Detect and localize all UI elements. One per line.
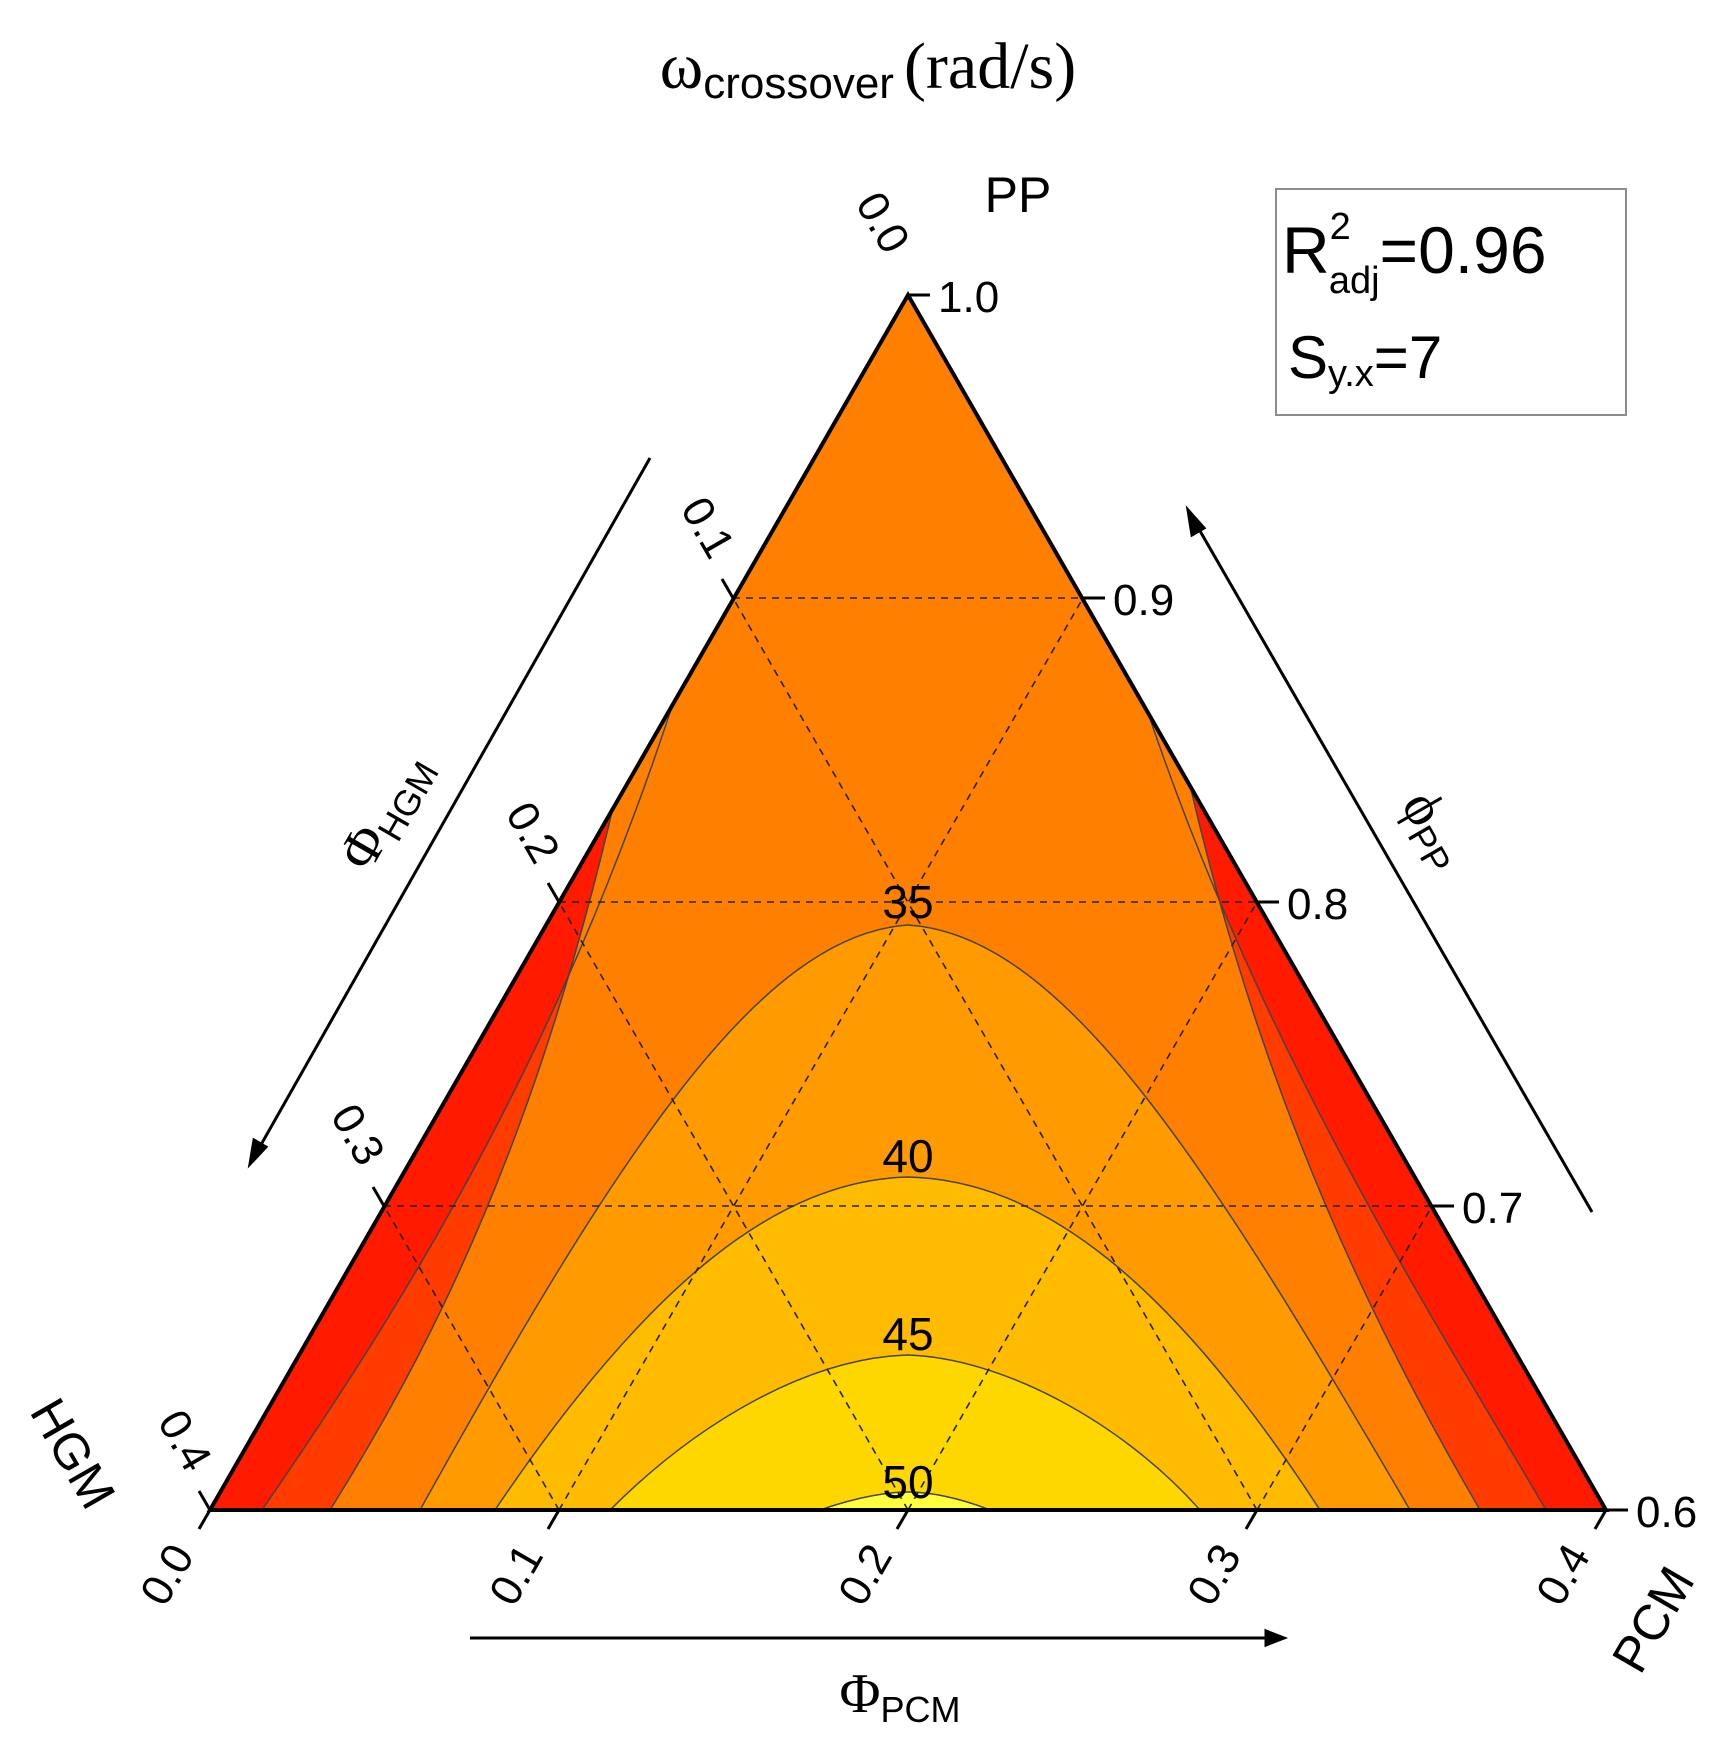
pp-tick-label-0.9: 0.9 [1113, 576, 1174, 625]
pp-tick-label-1.0: 1.0 [938, 273, 999, 322]
pcm-axis [197, 1509, 1608, 1530]
band-yellow [610, 1355, 1200, 1510]
hgm-axis [197, 578, 735, 1511]
pp-axis-label: ϕPP [1385, 780, 1482, 881]
pcm-tick-label-0.3: 0.3 [1178, 1536, 1251, 1613]
stats-box-frame [1275, 188, 1627, 416]
contour-line-35 [419, 924, 1411, 1510]
hgm-axis-label: ΦHGM [326, 741, 446, 883]
hgm-tick-0.4 [197, 1490, 212, 1511]
hgm-arrowhead [247, 1137, 269, 1169]
grid-pcm-0.3 [1256, 1205, 1433, 1511]
contour-label-35: 35 [882, 876, 933, 928]
vertex-label-pcm: PCM [1601, 1557, 1705, 1681]
pcm-tick-label-0.0: 0.0 [131, 1536, 204, 1613]
pcm-tick-0.1 [546, 1509, 561, 1530]
vertex-label-pp: PP [985, 167, 1052, 223]
pcm-tick-labels: 0.0 0.1 0.2 0.3 0.4 [131, 1536, 1600, 1613]
pp-arrowhead [1185, 505, 1207, 538]
pp-axis [908, 293, 1628, 1512]
hgm-tick-0.3 [371, 1186, 386, 1207]
hgm-tick-0.1 [720, 578, 735, 599]
pcm-tick-label-0.4: 0.4 [1527, 1536, 1600, 1613]
pcm-tick-0.2 [895, 1509, 910, 1530]
pp-tick-label-0.7: 0.7 [1462, 1184, 1523, 1233]
pcm-tick-label-0.1: 0.1 [480, 1536, 553, 1613]
pcm-arrowhead [1264, 1628, 1289, 1648]
vertex-label-hgm: HGM [19, 1389, 126, 1518]
grid-hgm-0.1 [732, 597, 1258, 1511]
pcm-axis-label: ΦPCM [840, 1663, 961, 1730]
contour-line-50 [819, 1491, 991, 1510]
hgm-tick-label-0.0: 0.0 [846, 184, 919, 261]
band-light-yellow [820, 1492, 990, 1510]
pcm-tick-0.4 [1593, 1509, 1608, 1530]
contour-line-40 [494, 1176, 1321, 1510]
hgm-tick-0.2 [546, 882, 561, 903]
pcm-tick-label-0.2: 0.2 [829, 1536, 902, 1613]
hgm-tick-label-0.4: 0.4 [148, 1402, 221, 1479]
contour-labels: 35 40 45 50 [882, 876, 933, 1508]
stats-r2-adj: R2 adj=0.96 [1282, 206, 1547, 302]
pcm-tick-0.3 [1244, 1509, 1259, 1530]
contour-label-50: 50 [882, 1456, 933, 1508]
grid-pcm-0.1 [558, 597, 1084, 1511]
hgm-tick-label-0.3: 0.3 [321, 1096, 394, 1173]
pp-tick-label-0.6: 0.6 [1636, 1488, 1697, 1537]
hgm-tick-label-0.2: 0.2 [496, 794, 569, 871]
contour-label-45: 45 [882, 1308, 933, 1360]
grid-lines [383, 597, 1433, 1511]
pcm-tick-0.0 [197, 1509, 212, 1530]
stats-box: R2 adj=0.96 Sy.x=7 [1275, 188, 1627, 416]
pp-tick-label-0.8: 0.8 [1287, 880, 1348, 929]
pp-tick-labels: 1.0 0.9 0.8 0.7 0.6 [938, 273, 1697, 1537]
hgm-axis-arrow [256, 457, 652, 1151]
chart-title: ωcrossover (rad/s) [660, 30, 1076, 108]
stats-syx: Sy.x=7 [1288, 324, 1442, 395]
band-amber [495, 1177, 1320, 1510]
pp-axis-arrow [1194, 523, 1594, 1213]
contour-label-40: 40 [882, 1130, 933, 1182]
axis-arrows [247, 457, 1594, 1648]
contour-line-45 [609, 1354, 1201, 1510]
hgm-tick-label-0.1: 0.1 [671, 489, 744, 566]
grid-hgm-0.3 [383, 1205, 560, 1511]
